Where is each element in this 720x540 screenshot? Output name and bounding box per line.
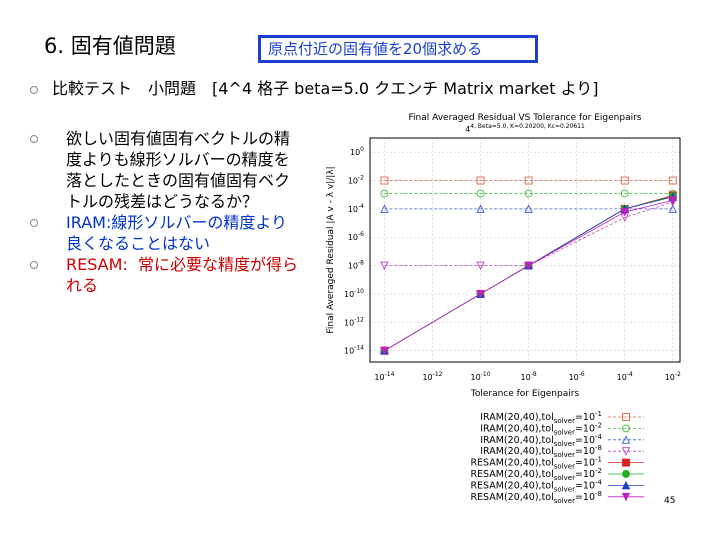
data-point: [476, 261, 485, 271]
data-point: [380, 204, 389, 213]
data-point: [476, 189, 485, 198]
legend-marker: [622, 458, 630, 467]
callout-box: 原点付近の固有値を20個求める: [258, 35, 538, 63]
y-tick-label: 100: [350, 146, 364, 157]
page-number: 45: [664, 496, 676, 506]
legend-marker: [621, 447, 631, 456]
data-point: [380, 176, 389, 185]
legend-marker: [621, 435, 631, 444]
bullet-resam-text: 常に必要な精度が得られる: [66, 255, 299, 295]
x-tick-label: 10-2: [665, 371, 681, 382]
bullet-comparison-text: 比較テスト 小問題 [4^4 格子 beta=5.0 クエンチ Matrix m…: [52, 79, 599, 98]
legend-marker: [622, 424, 630, 433]
bullet-icon: [30, 261, 38, 269]
y-tick-label: 10-8: [348, 260, 364, 271]
bullet-iram: IRAM:線形ソルバーの精度より良くなることはない: [30, 212, 298, 254]
x-axis-label: Tolerance for Eigenpairs: [470, 389, 580, 399]
slide-title: 6. 固有値問題: [44, 34, 176, 58]
legend-entry: RESAM(20,40),tolsolver=10-8: [470, 490, 602, 505]
bullet-resam-label: RESAM:: [66, 255, 128, 274]
data-point: [524, 261, 533, 271]
x-tick-label: 10-14: [374, 371, 394, 382]
data-point: [476, 204, 485, 213]
bullet-list: 欲しい固有値固有ベクトルの精度よりも線形ソルバーの精度を落としたときの固有値固有…: [30, 128, 298, 296]
x-tick-label: 10-6: [569, 371, 585, 382]
y-tick-label: 10-14: [344, 345, 364, 356]
data-point: [476, 289, 485, 299]
bullet-icon: [30, 135, 38, 143]
bullet-icon: [30, 85, 38, 94]
bullet-iram-label: IRAM:: [66, 213, 112, 232]
series-8: [380, 196, 678, 356]
y-tick-label: 10-6: [348, 231, 364, 242]
y-tick-label: 10-2: [348, 175, 364, 186]
data-point: [476, 176, 485, 185]
chart-title: Final Averaged Residual VS Tolerance for…: [408, 113, 641, 123]
legend-marker: [621, 492, 631, 502]
data-point: [380, 189, 389, 198]
data-point: [380, 346, 389, 356]
data-point: [620, 176, 629, 185]
y-tick-label: 10-4: [348, 203, 364, 214]
bullet-icon: [30, 219, 38, 227]
y-tick-label: 10-12: [344, 316, 364, 327]
y-axis-label: Final Averaged Residual |A v - λ v|/|λ|: [326, 166, 336, 333]
legend-marker: [622, 413, 630, 421]
legend-marker: [622, 470, 630, 478]
data-point: [668, 176, 677, 185]
bullet-iram-text: 線形ソルバーの精度より良くなることはない: [66, 213, 288, 253]
plot-frame: [369, 137, 681, 363]
series-1: [380, 176, 677, 185]
y-tick-label: 10-10: [344, 288, 364, 299]
x-tick-label: 10-12: [422, 371, 442, 382]
bullet-comparison: 比較テスト 小問題 [4^4 格子 beta=5.0 クエンチ Matrix m…: [30, 75, 599, 99]
data-point: [524, 176, 533, 185]
bullet-resam: RESAM: 常に必要な精度が得られる: [30, 254, 298, 296]
data-point: [620, 208, 629, 217]
chart-subtitle: 44, Beta=5.0, K=0.20200, Kc=0.20611: [465, 123, 585, 134]
bullet-question: 欲しい固有値固有ベクトルの精度よりも線形ソルバーの精度を落としたときの固有値固有…: [30, 128, 298, 212]
data-point: [620, 189, 629, 198]
data-point: [524, 204, 533, 213]
data-point: [524, 189, 533, 198]
x-tick-label: 10-8: [521, 371, 537, 382]
data-point: [380, 261, 389, 271]
legend-marker: [621, 480, 631, 490]
data-point: [668, 204, 678, 213]
x-tick-label: 10-4: [617, 371, 633, 382]
series-5: [380, 191, 677, 355]
data-point: [668, 196, 678, 205]
series-6: [380, 192, 677, 355]
x-tick-label: 10-10: [471, 371, 491, 382]
bullet-question-text: 欲しい固有値固有ベクトルの精度よりも線形ソルバーの精度を落としたときの固有値固有…: [66, 129, 291, 211]
